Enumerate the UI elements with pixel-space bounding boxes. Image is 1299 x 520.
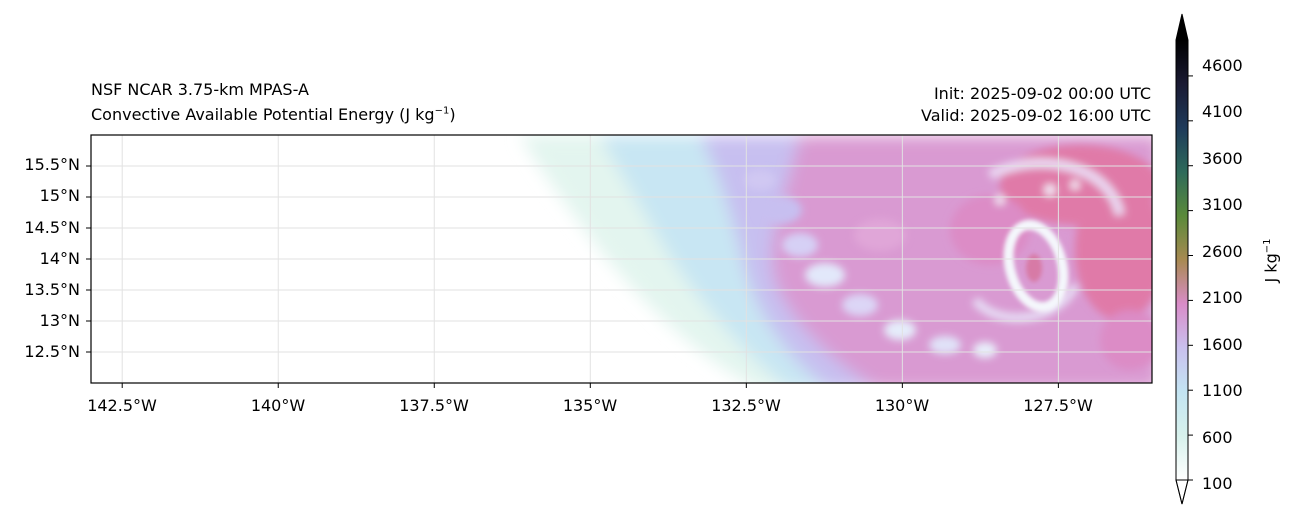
field-name: Convective Available Potential Energy (J… (91, 105, 435, 124)
lat-label-13: 13°N (39, 311, 80, 330)
colorbar-tick-3600: 3600 (1202, 149, 1243, 168)
colorbar-tick-600: 600 (1202, 428, 1233, 447)
colorbar-tick-1100: 1100 (1202, 381, 1243, 400)
lat-label-15.5: 15.5°N (24, 155, 80, 174)
colorbar-tick-3100: 3100 (1202, 195, 1243, 214)
colorbar-gradient (1176, 40, 1188, 480)
colorbar-extend-max (1176, 14, 1188, 40)
colorbar-tick-4600: 4600 (1202, 56, 1243, 75)
gridlines (86, 135, 1152, 388)
colorbar-units: J kg (1261, 253, 1281, 283)
lat-label-13.5: 13.5°N (24, 280, 80, 299)
colorbar-units-exponent: −1 (1262, 238, 1274, 254)
lat-label-14: 14°N (39, 249, 80, 268)
lon-label-130W: 130°W (874, 396, 930, 415)
lat-label-12.5: 12.5°N (24, 342, 80, 361)
lon-label-137.5W: 137.5°W (399, 396, 469, 415)
colorbar-units-label: J kg−1 (1262, 226, 1281, 296)
colorbar-tick-2100: 2100 (1202, 288, 1243, 307)
lat-label-14.5: 14.5°N (24, 218, 80, 237)
colorbar-tick-1600: 1600 (1202, 335, 1243, 354)
init-time: Init: 2025-09-02 00:00 UTC (933, 84, 1151, 103)
lon-label-142.5W: 142.5°W (87, 396, 157, 415)
field-units-exponent: −1 (434, 105, 450, 117)
colorbar-tick-4100: 4100 (1202, 102, 1243, 121)
model-title: NSF NCAR 3.75-km MPAS-A (91, 80, 309, 99)
colorbar-tick-100: 100 (1202, 474, 1233, 493)
lon-label-127.5W: 127.5°W (1023, 396, 1093, 415)
lat-label-15: 15°N (39, 186, 80, 205)
colorbar-extend-min (1175, 479, 1189, 505)
colorbar-tick-2600: 2600 (1202, 242, 1243, 261)
lon-label-132.5W: 132.5°W (711, 396, 781, 415)
valid-time: Valid: 2025-09-02 16:00 UTC (920, 106, 1151, 125)
field-title: Convective Available Potential Energy (J… (91, 105, 456, 125)
map-frame (90, 134, 1153, 384)
lon-label-135W: 135°W (562, 396, 618, 415)
lon-label-140W: 140°W (250, 396, 306, 415)
field-units-close: ) (449, 105, 456, 124)
colorbar (1175, 13, 1193, 505)
